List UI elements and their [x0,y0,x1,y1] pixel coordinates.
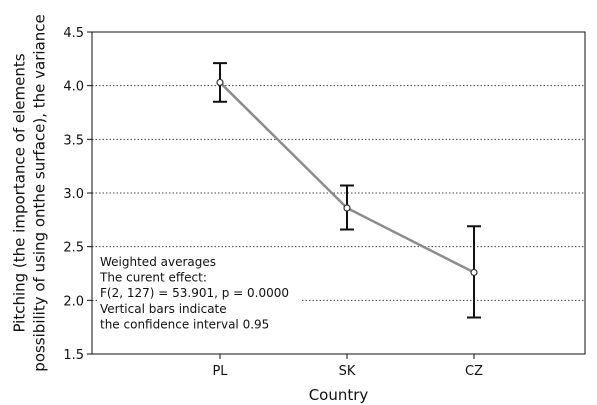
annotation-line-5: the confidence interval 0.95 [100,317,269,331]
x-tick-label: SK [339,364,356,379]
y-axis-ticks: 1.5 2.0 2.5 3.0 3.5 4.0 4.5 [63,26,92,363]
y-tick-label: 3.0 [63,187,84,202]
y-tick-label: 2.0 [63,294,84,309]
y-tick-label: 2.5 [63,241,84,256]
x-axis-ticks: PL SK CZ [212,354,483,379]
y-tick-label: 1.5 [63,348,84,363]
points [216,78,478,277]
x-tick-label: CZ [465,364,483,379]
y-tick-label: 4.0 [63,80,84,95]
annotation-line-2: The curent effect: [99,271,207,285]
annotation-background [98,254,300,336]
data-point [470,268,478,277]
annotation-line-4: Vertical bars indicate [100,302,227,316]
y-tick-label: 4.5 [63,26,84,41]
x-tick-label: PL [212,364,228,379]
y-axis-label-line-1: Pitching (the importance of elements [11,53,29,332]
data-point [343,204,351,212]
data-point [216,78,224,87]
grid [92,85,585,301]
series-line [219,81,475,274]
x-axis-label: Country [309,386,369,404]
annotation-line-3: F(2, 127) = 53.901, p = 0.0000 [100,286,289,300]
series [219,81,475,274]
annotation: Weighted averages The curent effect: F(2… [98,254,300,336]
annotation-line-1: Weighted averages [100,255,216,269]
y-axis-label-line-2: possibility of using onthe surface), the… [31,14,49,371]
y-tick-label: 3.5 [63,133,84,148]
y-axis-label: Pitching (the importance of elements pos… [11,14,49,371]
